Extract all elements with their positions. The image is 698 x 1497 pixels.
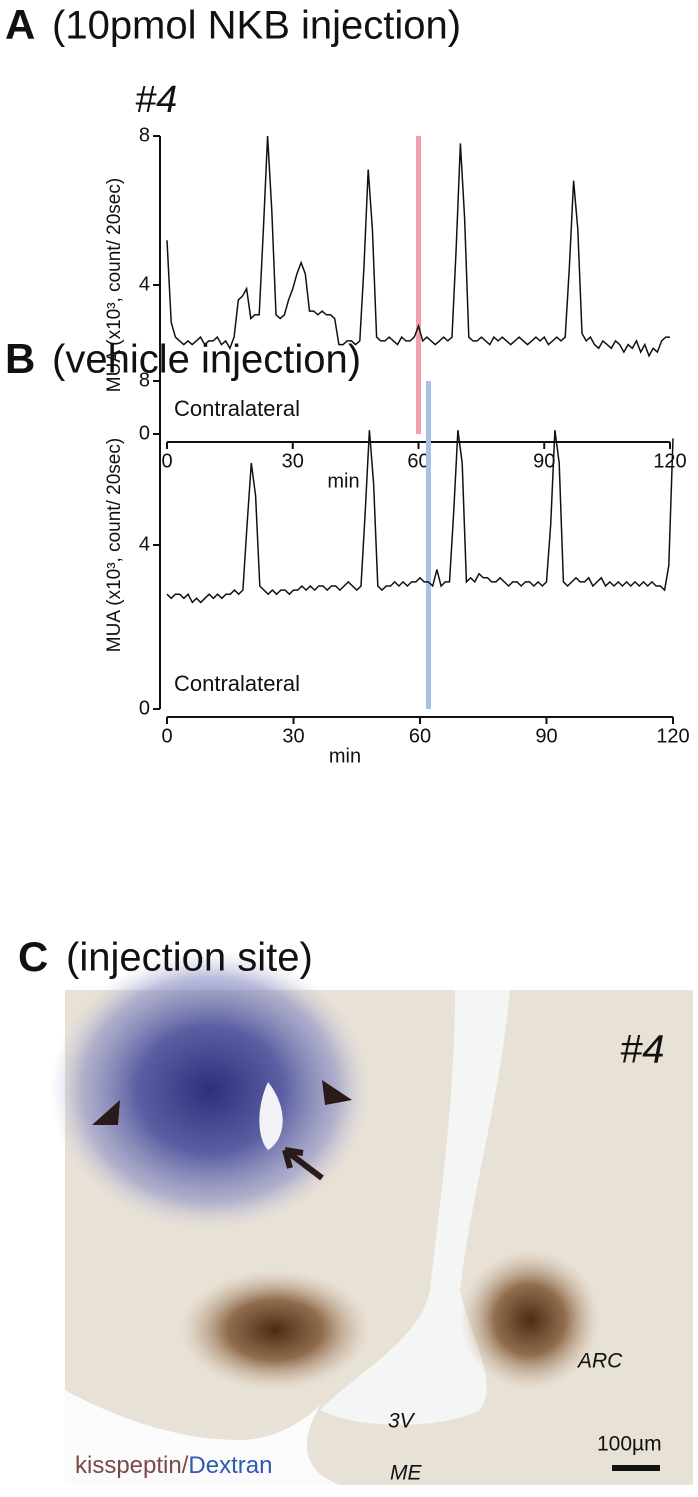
y-axis-label: MUA (x10³, count/ 20sec)	[104, 178, 125, 392]
region-label: 3V	[388, 1410, 416, 1433]
x-axis-label: min	[327, 470, 359, 492]
trace	[166, 430, 674, 604]
x-tick-label: 90	[535, 725, 557, 747]
panel-label: C	[18, 933, 48, 980]
x-tick-label: 90	[533, 450, 555, 472]
y-tick-label: 4	[139, 273, 150, 295]
trace	[166, 135, 670, 358]
y-axis-label: MUA (x10³, count/ 20sec)	[104, 438, 125, 652]
x-axis-label: min	[329, 745, 361, 767]
region-label: ME	[390, 1462, 422, 1485]
chart-title: (vehicle injection)	[52, 338, 361, 382]
y-tick-label: 0	[139, 697, 150, 719]
y-tick-label: 4	[139, 533, 150, 555]
chart-subtitle: #4	[135, 79, 177, 121]
x-tick-label: 30	[282, 725, 304, 747]
sample-label: #4	[620, 1028, 665, 1072]
region-label: ARC	[576, 1350, 623, 1373]
x-tick-label: 0	[161, 450, 172, 472]
annotation: Contralateral	[174, 396, 300, 421]
x-tick-label: 60	[409, 725, 431, 747]
stain-legend: kisspeptin/Dextran	[75, 1452, 272, 1479]
y-tick-label: 0	[139, 422, 150, 444]
y-tick-label: 8	[139, 124, 150, 146]
chart-title: (10pmol NKB injection)	[52, 4, 461, 48]
x-tick-label: 0	[161, 725, 172, 747]
x-tick-label: 60	[407, 450, 429, 472]
x-tick-label: 120	[656, 725, 689, 747]
x-tick-label: 120	[653, 450, 686, 472]
panel-c-image	[50, 950, 693, 1485]
stain-1: kisspeptin	[75, 1452, 182, 1479]
scale-bar-label: 100µm	[597, 1433, 662, 1456]
separator: /	[182, 1452, 189, 1479]
y-tick-label: 8	[139, 369, 150, 391]
panel-label: A	[5, 1, 35, 48]
x-tick-label: 30	[282, 450, 304, 472]
panel-title: (injection site)	[66, 936, 313, 980]
panel-label: B	[5, 335, 35, 382]
stain-2: Dextran	[188, 1452, 272, 1479]
annotation: Contralateral	[174, 671, 300, 696]
